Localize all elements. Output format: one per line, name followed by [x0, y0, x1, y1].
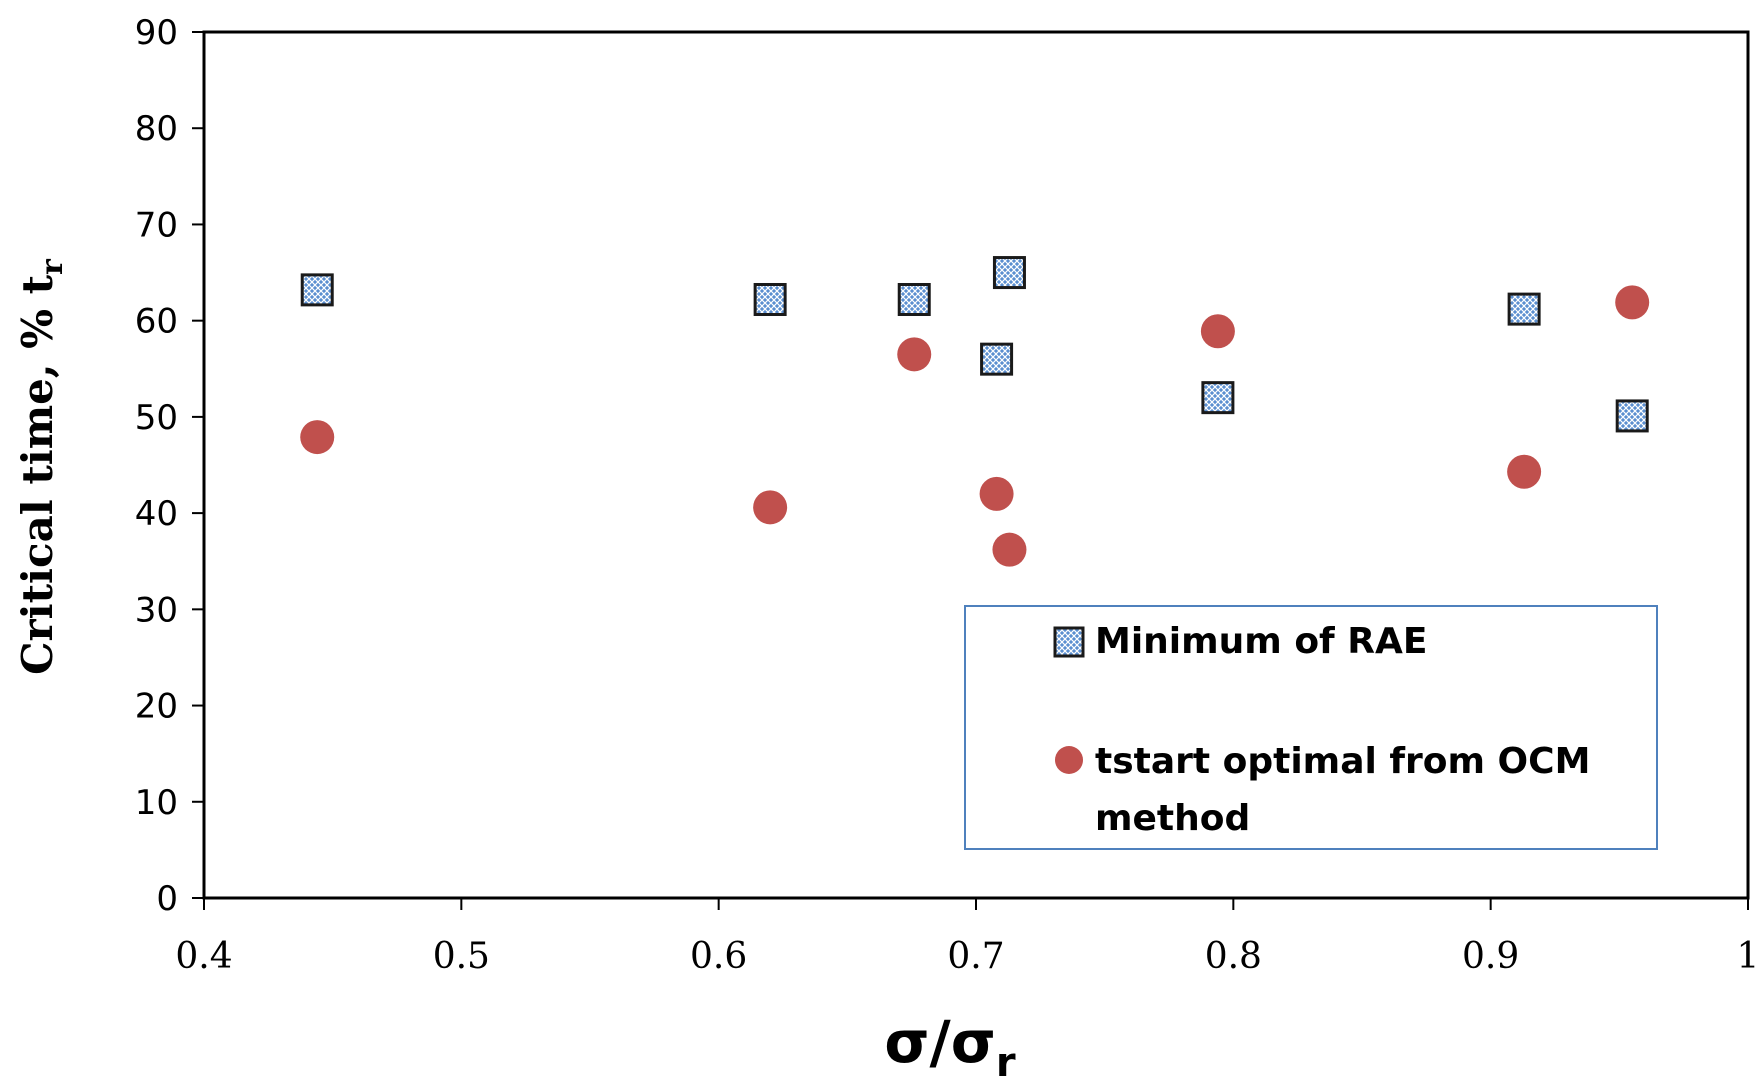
y-tick-label: 70 — [135, 205, 178, 245]
x-tick-label: 0.4 — [175, 936, 232, 977]
y-tick-label: 20 — [135, 687, 178, 727]
data-point-ocm — [897, 337, 932, 372]
data-point-ocm — [1615, 285, 1650, 320]
data-point-rae — [300, 273, 334, 307]
data-point-ocm — [300, 420, 335, 455]
legend-label-rae: Minimum of RAE — [1095, 621, 1427, 662]
series-tstart-optimal — [300, 285, 1650, 567]
x-tick-label: 0.5 — [433, 936, 490, 977]
data-point-ocm — [979, 476, 1014, 511]
legend-item-tstart-optimal: tstart optimal from OCM method — [1055, 741, 1590, 839]
x-tick-label: 1 — [1737, 936, 1760, 977]
legend-circle-marker — [1055, 746, 1083, 774]
data-point-rae — [980, 342, 1014, 376]
y-tick-label: 90 — [135, 13, 178, 53]
y-tick-label: 10 — [135, 783, 178, 823]
y-tick-label: 60 — [135, 302, 178, 342]
legend-item-minimum-of-rae: Minimum of RAE — [1053, 621, 1427, 662]
data-point-ocm — [753, 490, 788, 525]
y-tick-label: 80 — [135, 109, 178, 149]
data-point-rae — [1201, 381, 1235, 415]
y-axis-ticks: 0 10 20 30 40 50 60 70 80 90 — [135, 13, 204, 919]
data-point-rae — [1615, 399, 1649, 433]
x-tick-label: 0.6 — [690, 936, 747, 977]
legend-label-ocm-line2: method — [1095, 798, 1250, 839]
x-axis-label: σ/σr — [884, 1008, 1016, 1083]
legend-label-ocm-line1: tstart optimal from OCM — [1095, 741, 1590, 782]
data-point-ocm — [992, 532, 1027, 567]
data-point-rae — [992, 256, 1026, 290]
x-axis-ticks: 0.4 0.5 0.6 0.7 0.8 0.9 1 — [175, 898, 1759, 977]
data-point-ocm — [1507, 454, 1542, 489]
legend: Minimum of RAE tstart optimal from OCM m… — [964, 605, 1658, 850]
y-tick-label: 0 — [156, 879, 178, 919]
data-point-rae — [897, 282, 931, 316]
legend-box — [964, 605, 1658, 850]
y-axis-label: Critical time, % tr — [13, 258, 70, 675]
x-tick-label: 0.7 — [947, 936, 1004, 977]
data-point-rae — [1507, 292, 1541, 326]
legend-square-marker — [1053, 626, 1085, 658]
data-point-rae — [753, 282, 787, 316]
y-tick-label: 40 — [135, 494, 178, 534]
series-minimum-of-rae — [300, 256, 1649, 433]
y-tick-label: 30 — [135, 590, 178, 630]
y-axis-title: Critical time, % tr — [13, 258, 70, 675]
data-point-ocm — [1200, 314, 1235, 349]
x-tick-label: 0.9 — [1462, 936, 1519, 977]
y-tick-label: 50 — [135, 398, 178, 438]
x-tick-label: 0.8 — [1205, 936, 1262, 977]
